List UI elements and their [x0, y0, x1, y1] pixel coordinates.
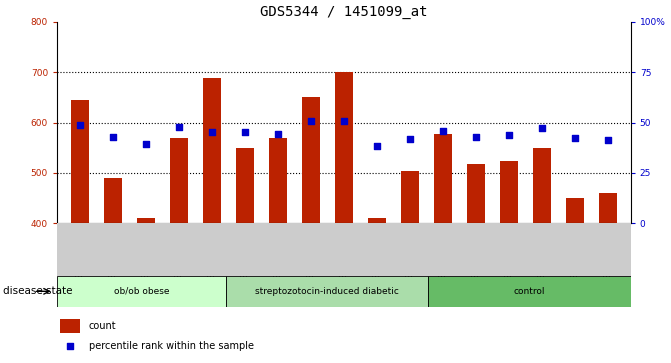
FancyBboxPatch shape	[428, 276, 631, 307]
Point	[74, 122, 85, 127]
Bar	[401, 171, 419, 223]
Bar	[500, 161, 518, 223]
Point	[437, 128, 448, 134]
Point	[470, 134, 481, 139]
Point	[305, 118, 316, 124]
Text: count: count	[89, 321, 116, 331]
Point	[603, 137, 613, 143]
Point	[503, 132, 514, 138]
Text: disease state: disease state	[3, 286, 73, 297]
Text: streptozotocin-induced diabetic: streptozotocin-induced diabetic	[255, 287, 399, 296]
Bar	[302, 97, 320, 223]
Bar	[368, 218, 386, 223]
Bar	[170, 138, 188, 223]
Text: control: control	[514, 287, 546, 296]
Bar	[104, 178, 122, 223]
Bar	[566, 198, 584, 223]
Point	[141, 141, 152, 147]
Bar	[269, 138, 287, 223]
Point	[272, 131, 283, 136]
Text: ob/ob obese: ob/ob obese	[113, 287, 169, 296]
Point	[372, 143, 382, 149]
Title: GDS5344 / 1451099_at: GDS5344 / 1451099_at	[260, 5, 427, 19]
Bar	[203, 78, 221, 223]
Point	[207, 129, 217, 134]
Bar	[60, 319, 80, 333]
Point	[536, 125, 547, 130]
Point	[339, 118, 350, 124]
Bar	[533, 148, 551, 223]
Point	[174, 124, 185, 130]
Text: percentile rank within the sample: percentile rank within the sample	[89, 341, 254, 351]
FancyBboxPatch shape	[57, 276, 225, 307]
Point	[64, 343, 75, 349]
Bar	[467, 164, 485, 223]
Point	[240, 129, 250, 134]
Bar	[433, 134, 452, 223]
Bar	[71, 100, 89, 223]
Bar	[599, 193, 617, 223]
Bar	[137, 218, 155, 223]
Bar	[335, 72, 353, 223]
Bar	[236, 148, 254, 223]
FancyBboxPatch shape	[225, 276, 428, 307]
Point	[108, 134, 119, 139]
Point	[405, 136, 415, 142]
Point	[569, 135, 580, 140]
